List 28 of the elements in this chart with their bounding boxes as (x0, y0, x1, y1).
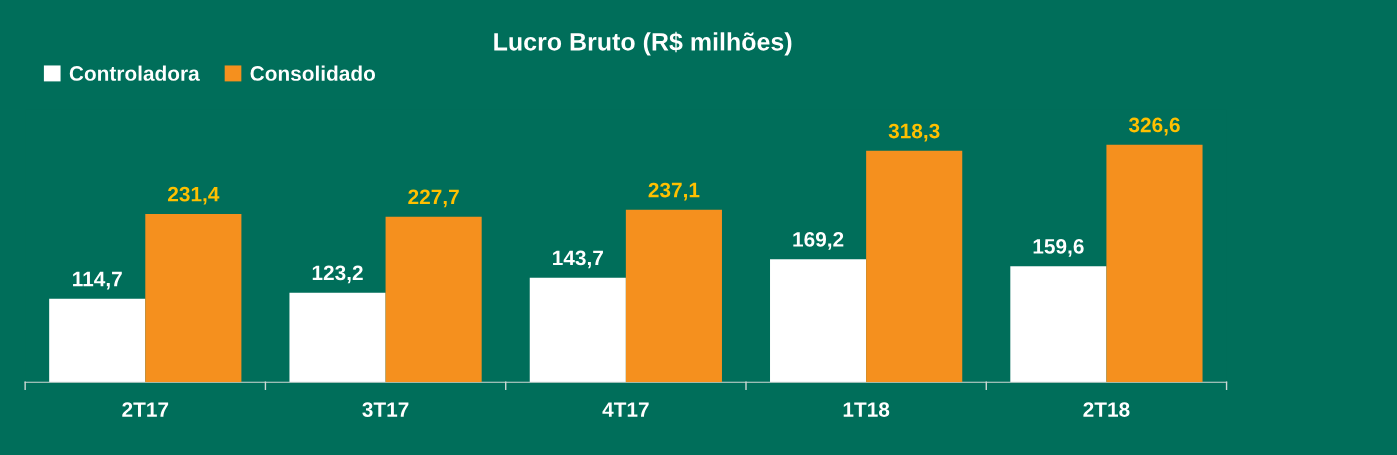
data-label: 143,7 (553, 250, 603, 269)
data-label: 227,7 (408, 189, 459, 208)
data-label: 231,4 (168, 186, 220, 205)
data-label: 114,7 (73, 271, 122, 290)
data-label: 169,2 (793, 232, 844, 250)
x-tick-label: 3T17 (362, 402, 409, 417)
data-label: 123,2 (312, 265, 363, 284)
chart-title: Lucro Bruto (R$ milhões) (494, 31, 792, 56)
data-label: 159,6 (1033, 238, 1084, 257)
bar (625, 209, 722, 383)
x-tick-label: 2T18 (1083, 402, 1130, 417)
bar (770, 259, 867, 383)
legend-label: Controladora (69, 65, 200, 81)
bar (385, 216, 482, 383)
bar (145, 214, 242, 383)
data-label: 326,6 (1128, 117, 1180, 136)
x-tick-label: 4T17 (602, 402, 649, 417)
bar (529, 277, 626, 383)
bar (1010, 266, 1107, 383)
bar (49, 298, 146, 383)
bar (1106, 144, 1203, 383)
x-tick-label: 1T18 (843, 402, 890, 417)
x-tick-label: 2T17 (122, 402, 169, 417)
data-label: 318,3 (888, 123, 940, 142)
legend-label: Consolidado (250, 65, 376, 81)
bar (289, 292, 386, 383)
data-label: 237,1 (648, 182, 700, 201)
bar (866, 150, 963, 383)
